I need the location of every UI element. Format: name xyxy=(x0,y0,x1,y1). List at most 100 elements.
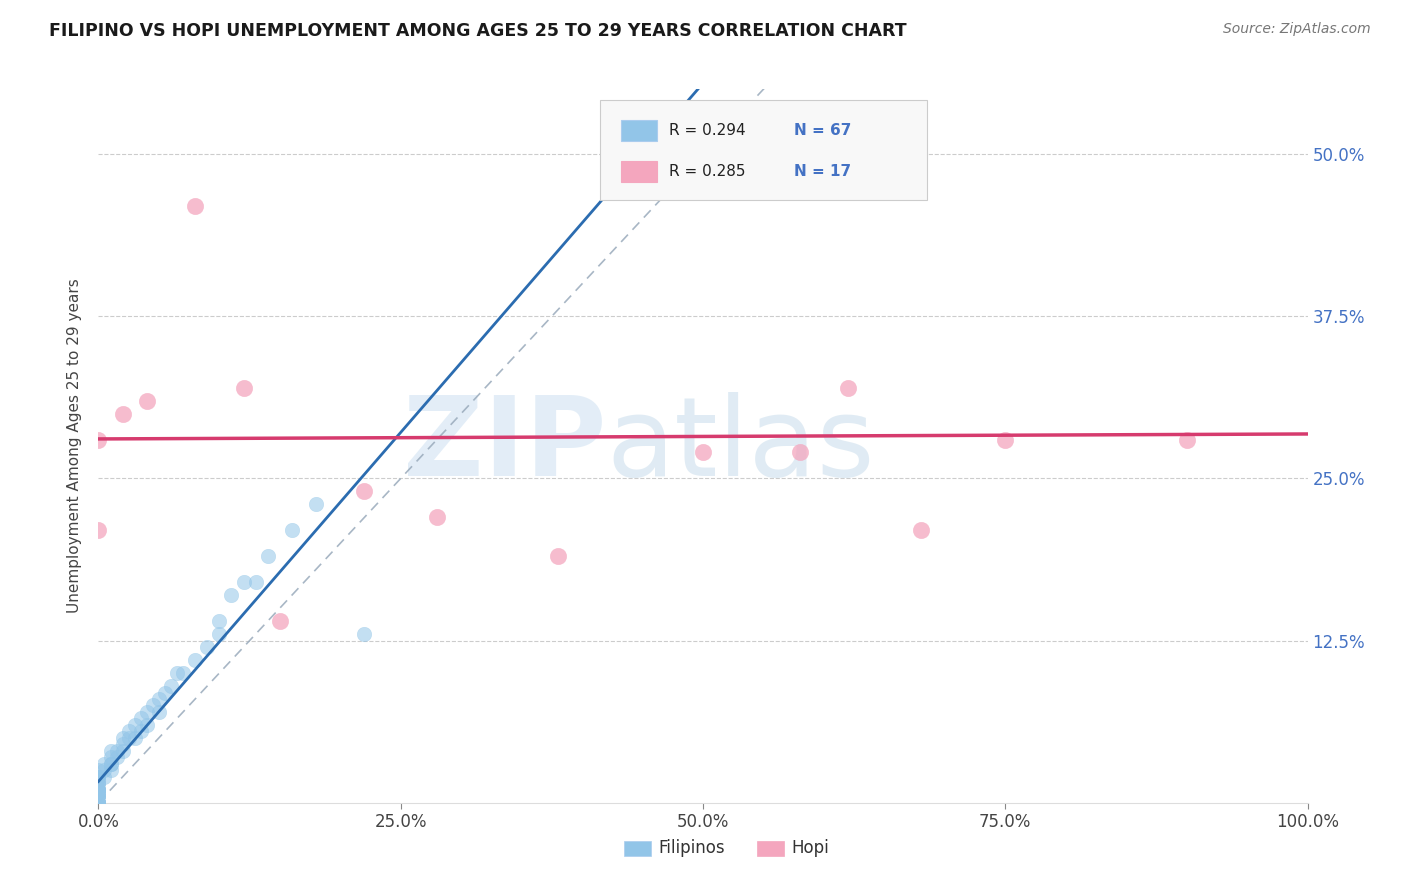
Point xyxy=(195,640,218,654)
Point xyxy=(305,497,328,511)
Point xyxy=(208,627,231,641)
Point xyxy=(547,549,569,564)
Point xyxy=(100,756,122,771)
Point xyxy=(87,782,110,797)
Point xyxy=(87,796,110,810)
Point xyxy=(232,575,254,590)
Point xyxy=(105,744,128,758)
Point xyxy=(93,770,115,784)
Point xyxy=(184,199,207,213)
Point xyxy=(208,614,231,628)
Point xyxy=(716,160,738,174)
Point xyxy=(87,796,110,810)
Point xyxy=(87,776,110,790)
Point xyxy=(353,484,375,499)
Text: R = 0.294: R = 0.294 xyxy=(669,123,745,138)
Point xyxy=(87,782,110,797)
Text: Hopi: Hopi xyxy=(792,839,830,857)
Point xyxy=(129,711,152,725)
Point xyxy=(184,653,207,667)
Point xyxy=(87,789,110,804)
Point xyxy=(118,731,141,745)
Text: ZIP: ZIP xyxy=(404,392,606,500)
Text: Source: ZipAtlas.com: Source: ZipAtlas.com xyxy=(1223,22,1371,37)
Point xyxy=(100,750,122,764)
Point xyxy=(837,381,859,395)
Point xyxy=(87,796,110,810)
Point xyxy=(111,738,134,752)
Point xyxy=(142,698,165,713)
FancyBboxPatch shape xyxy=(621,161,657,182)
Point xyxy=(87,776,110,790)
FancyBboxPatch shape xyxy=(600,100,927,200)
Point xyxy=(256,549,278,564)
Point xyxy=(93,756,115,771)
Point xyxy=(353,627,375,641)
Text: Filipinos: Filipinos xyxy=(658,839,725,857)
Point xyxy=(87,789,110,804)
Point xyxy=(87,782,110,797)
Point xyxy=(87,796,110,810)
Point xyxy=(87,770,110,784)
Point xyxy=(87,782,110,797)
Point xyxy=(105,750,128,764)
Point xyxy=(153,685,176,699)
Point xyxy=(87,782,110,797)
Point xyxy=(232,381,254,395)
Point xyxy=(100,756,122,771)
Point xyxy=(118,724,141,739)
Point xyxy=(692,445,714,459)
Point xyxy=(426,510,449,524)
Point xyxy=(245,575,267,590)
Text: N = 17: N = 17 xyxy=(793,164,851,178)
Point xyxy=(111,744,134,758)
Point xyxy=(100,764,122,778)
Point xyxy=(135,393,157,408)
Point xyxy=(124,718,146,732)
Point xyxy=(994,433,1017,447)
Point xyxy=(87,796,110,810)
Point xyxy=(87,770,110,784)
Point xyxy=(87,796,110,810)
Point xyxy=(124,731,146,745)
Point xyxy=(1175,433,1198,447)
Point xyxy=(87,789,110,804)
Point xyxy=(135,718,157,732)
Point xyxy=(87,524,110,538)
FancyBboxPatch shape xyxy=(624,840,651,856)
FancyBboxPatch shape xyxy=(758,840,785,856)
Point xyxy=(87,770,110,784)
Point xyxy=(148,705,170,719)
Point xyxy=(93,764,115,778)
Point xyxy=(160,679,183,693)
Point xyxy=(789,445,811,459)
Point xyxy=(87,796,110,810)
Point xyxy=(269,614,291,628)
Text: R = 0.285: R = 0.285 xyxy=(669,164,745,178)
Point xyxy=(166,666,188,681)
Point xyxy=(148,692,170,706)
FancyBboxPatch shape xyxy=(621,120,657,141)
Point xyxy=(87,782,110,797)
Point xyxy=(135,705,157,719)
Point xyxy=(87,782,110,797)
Y-axis label: Unemployment Among Ages 25 to 29 years: Unemployment Among Ages 25 to 29 years xyxy=(67,278,83,614)
Point xyxy=(910,524,932,538)
Text: N = 67: N = 67 xyxy=(793,123,851,138)
Point xyxy=(87,770,110,784)
Point xyxy=(111,731,134,745)
Point xyxy=(87,776,110,790)
Point xyxy=(221,588,243,602)
Point xyxy=(87,789,110,804)
Text: FILIPINO VS HOPI UNEMPLOYMENT AMONG AGES 25 TO 29 YEARS CORRELATION CHART: FILIPINO VS HOPI UNEMPLOYMENT AMONG AGES… xyxy=(49,22,907,40)
Point xyxy=(87,764,110,778)
Point xyxy=(87,796,110,810)
Point xyxy=(100,744,122,758)
Point xyxy=(87,433,110,447)
Point xyxy=(87,796,110,810)
Point xyxy=(172,666,194,681)
Text: atlas: atlas xyxy=(606,392,875,500)
Point xyxy=(129,724,152,739)
Point xyxy=(111,407,134,421)
Point xyxy=(281,524,304,538)
